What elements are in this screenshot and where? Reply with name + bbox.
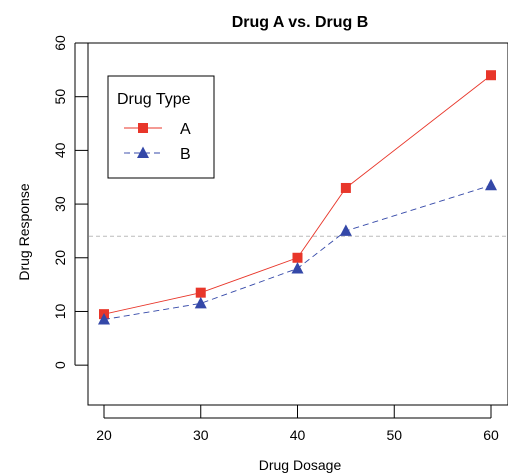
x-tick-label: 20 — [96, 427, 112, 443]
legend-item-A: A — [124, 121, 191, 138]
data-point — [291, 262, 304, 274]
data-point — [485, 178, 497, 191]
x-tick-label: 50 — [386, 427, 402, 443]
x-tick-label: 30 — [193, 427, 209, 443]
series-line — [103, 184, 492, 320]
series-B — [98, 178, 497, 325]
series-layer — [98, 70, 497, 325]
legend: Drug Type AB — [107, 75, 215, 179]
x-tick-label: 60 — [483, 427, 499, 443]
legend-marker — [138, 123, 148, 133]
data-point — [486, 70, 496, 81]
y-tick-label: 20 — [52, 250, 68, 266]
x-axis-label: Drug Dosage — [259, 457, 342, 473]
y-tick-label: 40 — [52, 142, 68, 158]
y-tick-label: 50 — [52, 89, 68, 105]
data-point — [292, 252, 303, 263]
legend-title: Drug Type — [117, 91, 191, 108]
x-axis: 20 30 40 50 60 — [96, 405, 499, 443]
x-tick-label: 40 — [290, 427, 306, 443]
legend-item-B: B — [124, 146, 191, 163]
y-tick-label: 60 — [52, 35, 68, 51]
data-point — [340, 182, 351, 193]
y-tick-label: 10 — [52, 303, 68, 319]
legend-box — [107, 75, 215, 179]
y-tick-label: 0 — [52, 361, 68, 369]
data-point — [194, 296, 207, 309]
legend-marker — [137, 146, 149, 158]
y-tick-label: 30 — [52, 196, 68, 212]
y-axis-label: Drug Response — [16, 183, 32, 280]
legend-label: B — [180, 146, 191, 163]
y-axis: 0 10 20 30 40 50 60 — [52, 35, 88, 369]
data-point — [195, 287, 206, 298]
data-point — [98, 313, 110, 325]
data-point — [339, 224, 352, 236]
legend-label: A — [180, 121, 191, 138]
chart-title: Drug A vs. Drug B — [232, 14, 369, 31]
